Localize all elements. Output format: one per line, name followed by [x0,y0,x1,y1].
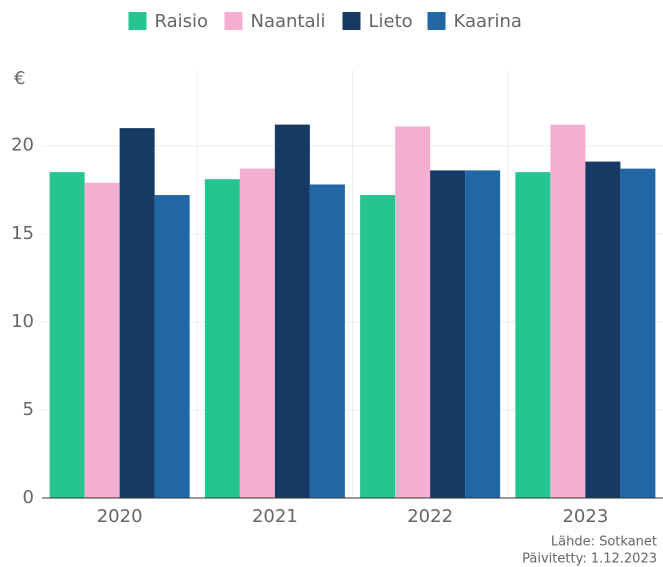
legend-swatch [427,12,446,30]
bar [395,126,431,499]
x-tick-label: 2022 [407,506,453,527]
bar [515,172,551,498]
legend-swatch [342,12,361,30]
y-tick-label: 5 [23,399,34,420]
bar [620,168,656,499]
bar [119,128,155,498]
bar [84,182,120,498]
bar [585,161,621,498]
bar [239,168,275,499]
legend-label: Lieto [369,11,413,32]
x-tick-label: 2021 [252,506,298,527]
y-axis-label: € [14,68,25,89]
legend-swatch [128,12,147,30]
bar [154,195,190,498]
y-tick-label: 20 [11,135,34,156]
bar [430,170,466,498]
y-tick-label: 10 [11,311,34,332]
x-tick-label: 2023 [562,506,608,527]
bar [360,195,396,498]
legend-label: Raisio [155,11,209,32]
y-tick-label: 15 [11,223,34,244]
updated-text: Päivitetty: 1.12.2023 [522,552,657,567]
y-tick-label: 0 [23,487,34,508]
bar [204,179,240,498]
legend-swatch [224,12,243,30]
legend-label: Naantali [251,11,326,32]
bar [309,184,345,498]
bar [550,124,586,498]
bar [274,124,310,498]
bar [465,170,501,498]
legend-label: Kaarina [454,11,522,32]
bar [49,172,85,498]
source-text: Lähde: Sotkanet [551,535,657,550]
x-tick-label: 2020 [97,506,143,527]
